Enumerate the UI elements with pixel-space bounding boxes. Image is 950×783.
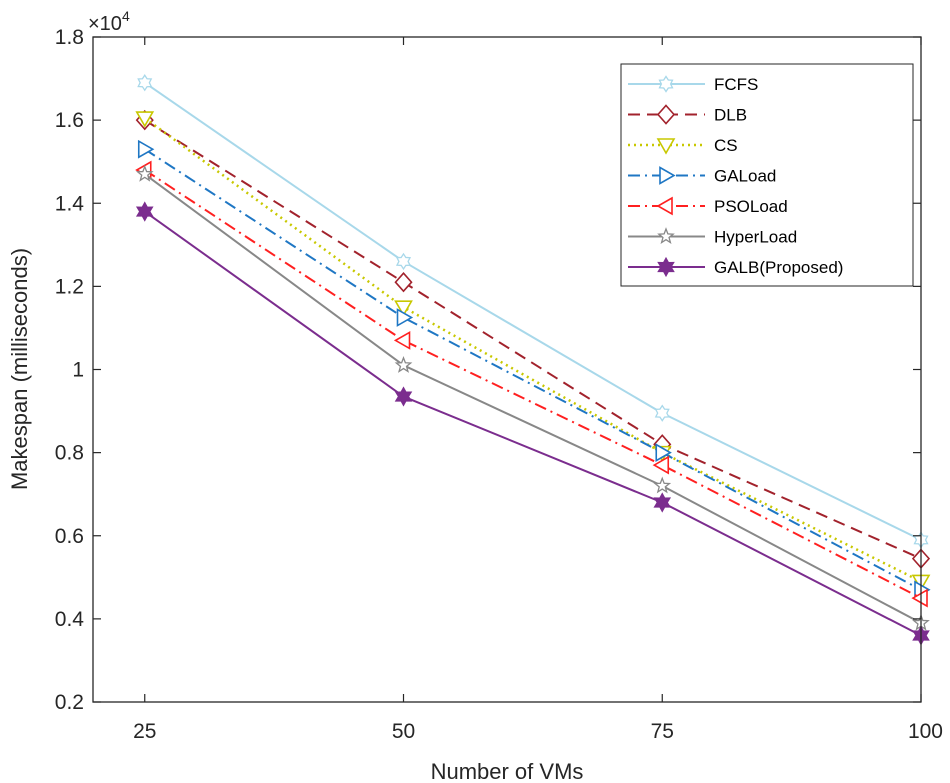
data-point <box>135 201 154 222</box>
data-point <box>653 492 672 513</box>
data-point <box>394 386 413 407</box>
legend-label: GALoad <box>714 167 776 186</box>
legend: FCFS DLB CS GALoad PSOLoad HyperLoad GALB(Prop… <box>620 63 914 287</box>
y-tick-label: 1.2 <box>55 275 84 298</box>
series-line <box>144 173 922 624</box>
legend-label: FCFS <box>714 75 758 94</box>
y-tick-label: 1.4 <box>55 192 85 215</box>
legend-entry: GALoad <box>628 166 776 186</box>
series-line <box>144 169 922 599</box>
y-tick-label: 1 <box>72 359 84 382</box>
y-exponent-power: 4 <box>122 8 130 24</box>
data-point <box>653 476 672 494</box>
y-exponent-base: ×10 <box>88 13 122 35</box>
legend-entry: PSOLoad <box>628 196 788 216</box>
x-tick-label: 50 <box>392 720 415 743</box>
y-tick-label: 0.2 <box>55 691 84 714</box>
y-axis-title: Makespan (milliseconds) <box>7 248 32 490</box>
legend-label: PSOLoad <box>714 197 788 216</box>
legend-label: HyperLoad <box>714 228 797 247</box>
legend-marker <box>657 227 675 245</box>
legend-marker <box>657 256 675 278</box>
data-point <box>652 455 670 475</box>
data-point <box>137 139 155 159</box>
series-gaload <box>137 139 931 600</box>
series-line <box>144 81 922 541</box>
axis-layer: 0.2 0.4 0.6 0.8 1 1.2 1.4 1.6 1.8 25 50 75 100 <box>55 26 943 743</box>
data-point <box>911 588 928 608</box>
y-tick-label: 0.6 <box>55 525 84 548</box>
data-point <box>135 111 155 128</box>
legend-marker <box>659 166 676 185</box>
data-point <box>394 300 413 317</box>
data-point <box>394 356 413 373</box>
legend-label: GALB(Proposed) <box>714 258 843 277</box>
y-tick-label: 0.4 <box>55 608 85 631</box>
series-cs <box>135 111 931 592</box>
x-tick-label: 25 <box>133 720 156 743</box>
legend-marker <box>656 104 676 125</box>
data-point <box>654 404 670 422</box>
y-tick-label: 1.6 <box>55 109 84 132</box>
y-exponent-label: ×104 <box>88 8 130 35</box>
legend-marker <box>656 138 676 155</box>
series-line <box>144 148 922 591</box>
legend-label: CS <box>714 136 738 155</box>
data-point <box>137 74 153 92</box>
legend-entry: HyperLoad <box>628 227 797 247</box>
x-tick-label: 75 <box>651 720 674 743</box>
legend-entry: FCFS <box>628 75 758 94</box>
y-tick-label: 0.8 <box>55 442 84 465</box>
legend-entry: GALB(Proposed) <box>628 256 843 278</box>
legend-entry: CS <box>628 136 738 155</box>
x-axis-title: Number of VMs <box>431 759 584 783</box>
x-tick-label: 100 <box>908 720 943 743</box>
data-point <box>396 308 414 327</box>
series-line <box>144 117 922 583</box>
series-line <box>144 119 922 560</box>
legend-marker <box>658 75 674 93</box>
legend-entry: DLB <box>628 104 747 125</box>
legend-marker <box>656 196 673 216</box>
data-point <box>395 252 412 271</box>
data-point <box>135 164 154 182</box>
data-point <box>394 272 413 293</box>
y-tick-label: 1.8 <box>55 26 84 49</box>
data-point <box>655 443 672 463</box>
data-point <box>393 331 411 350</box>
legend-label: DLB <box>714 106 747 125</box>
series-line <box>144 210 922 637</box>
